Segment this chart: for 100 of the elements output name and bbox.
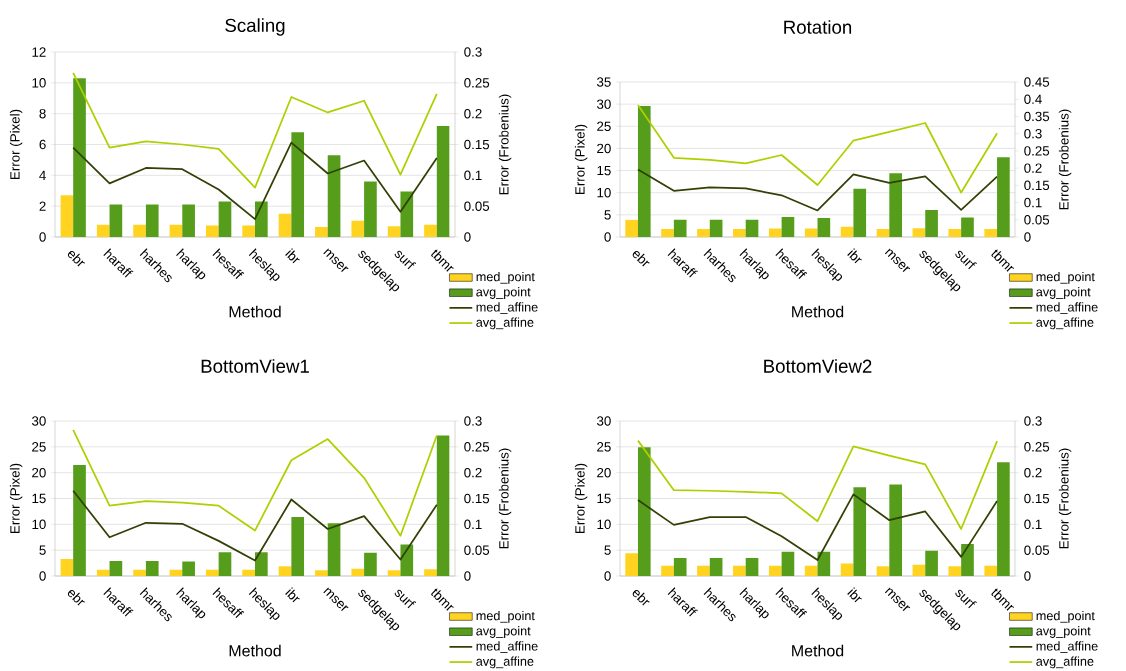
bar [697,565,710,576]
y-tick-label: 10 [32,78,46,88]
y-tick-label: 30 [596,416,611,426]
bar [351,220,365,237]
bar [387,226,401,237]
x-tick-label: ibr [847,248,862,264]
legend-label: med_point [476,271,535,284]
y-tick-label: 8 [39,108,46,119]
bar [182,204,195,237]
y-tick-label: 35 [596,77,611,87]
line-series [72,141,438,220]
legend-label: avg_affine [1036,656,1094,669]
bar [255,201,268,237]
y2-axis-title: Error (Frobenius) [498,94,512,195]
legend-label: avg_affine [476,656,534,669]
y2-tick-label: 0.25 [464,78,490,88]
bar [733,565,746,576]
y-tick-label: 6 [39,139,46,150]
bar [637,447,651,576]
legend-label: med_point [1036,610,1095,623]
bar [625,553,638,576]
y-tick-label: 20 [597,467,611,478]
y2-tick-label: 0.1 [1024,197,1042,208]
bar [73,78,86,237]
bar [315,570,328,576]
y-tick-label: 15 [597,493,611,504]
bar [169,224,183,237]
line-series [72,72,438,189]
x-tick-label: ebr [67,251,85,267]
bar [781,217,795,237]
y2-tick-label: 0.25 [1024,442,1050,452]
bar [145,561,159,576]
y-tick-label: 10 [32,519,46,530]
bar [673,557,687,576]
y2-tick-label: 0 [1024,232,1031,242]
y2-tick-label: 0.2 [464,467,482,478]
y2-tick-label: 0.2 [1024,163,1042,173]
bar [133,224,146,237]
x-axis-title: Method [792,644,844,657]
y2-tick-label: 0.15 [1024,493,1050,504]
x-axis-title: Method [229,644,281,657]
y2-axis-title: Error (Frobenius) [1058,109,1072,210]
y2-tick-label: 0.1 [464,519,482,530]
chart-title: Rotation [784,20,852,34]
bar [733,229,746,237]
bar [984,565,998,576]
bar [60,195,74,237]
bar [291,132,305,237]
y-axis-title: Error (Pixel) [9,463,23,533]
bar [327,155,341,237]
bar [169,569,183,576]
legend-label: med_affine [476,302,538,314]
bar [637,105,651,237]
x-tick-label: ibr [847,587,862,603]
bar [218,552,232,576]
y-tick-label: 12 [32,47,46,57]
y2-tick-label: 0.3 [1024,416,1042,426]
y2-tick-label: 0.05 [464,545,490,555]
y2-tick-label: 0.4 [1024,94,1042,104]
y2-tick-label: 0.35 [1024,111,1050,122]
bar [218,201,232,237]
y2-tick-label: 0.15 [1024,180,1050,191]
y-tick-label: 20 [32,467,46,478]
bar [961,217,974,237]
line-series [637,439,998,530]
x-axis-title: Method [792,305,844,318]
bar [853,487,867,576]
bar [133,569,146,576]
bar [436,435,450,576]
legend-label: med_affine [1036,641,1098,653]
y2-axis-title: Error (Frobenius) [498,448,512,549]
legend-label: avg_point [1036,287,1091,299]
bar [709,557,723,576]
y-tick-label: 0 [39,571,46,581]
bar [997,157,1010,237]
bar [804,228,818,237]
bar [781,551,795,576]
line-series [637,104,998,194]
y-tick-label: 30 [596,99,611,109]
bar [961,543,974,576]
y-tick-label: 25 [597,121,611,131]
legend-label: avg_point [1036,626,1091,638]
bar [912,564,926,576]
y-tick-label: 0 [604,571,611,581]
y2-tick-label: 0.1 [1024,519,1042,530]
bar [315,226,328,237]
bar [925,550,938,576]
y2-tick-label: 0.05 [464,201,490,211]
bar [400,544,414,576]
chart-title: Scaling [225,18,285,36]
bar [840,226,854,237]
bar [424,569,437,576]
bar [278,566,292,576]
bar [804,565,818,576]
legend-label: med_point [476,610,535,623]
bar [876,229,890,237]
bar [709,219,723,237]
y2-tick-label: 0.25 [464,442,490,452]
bar [768,228,782,237]
line-series [637,168,998,212]
